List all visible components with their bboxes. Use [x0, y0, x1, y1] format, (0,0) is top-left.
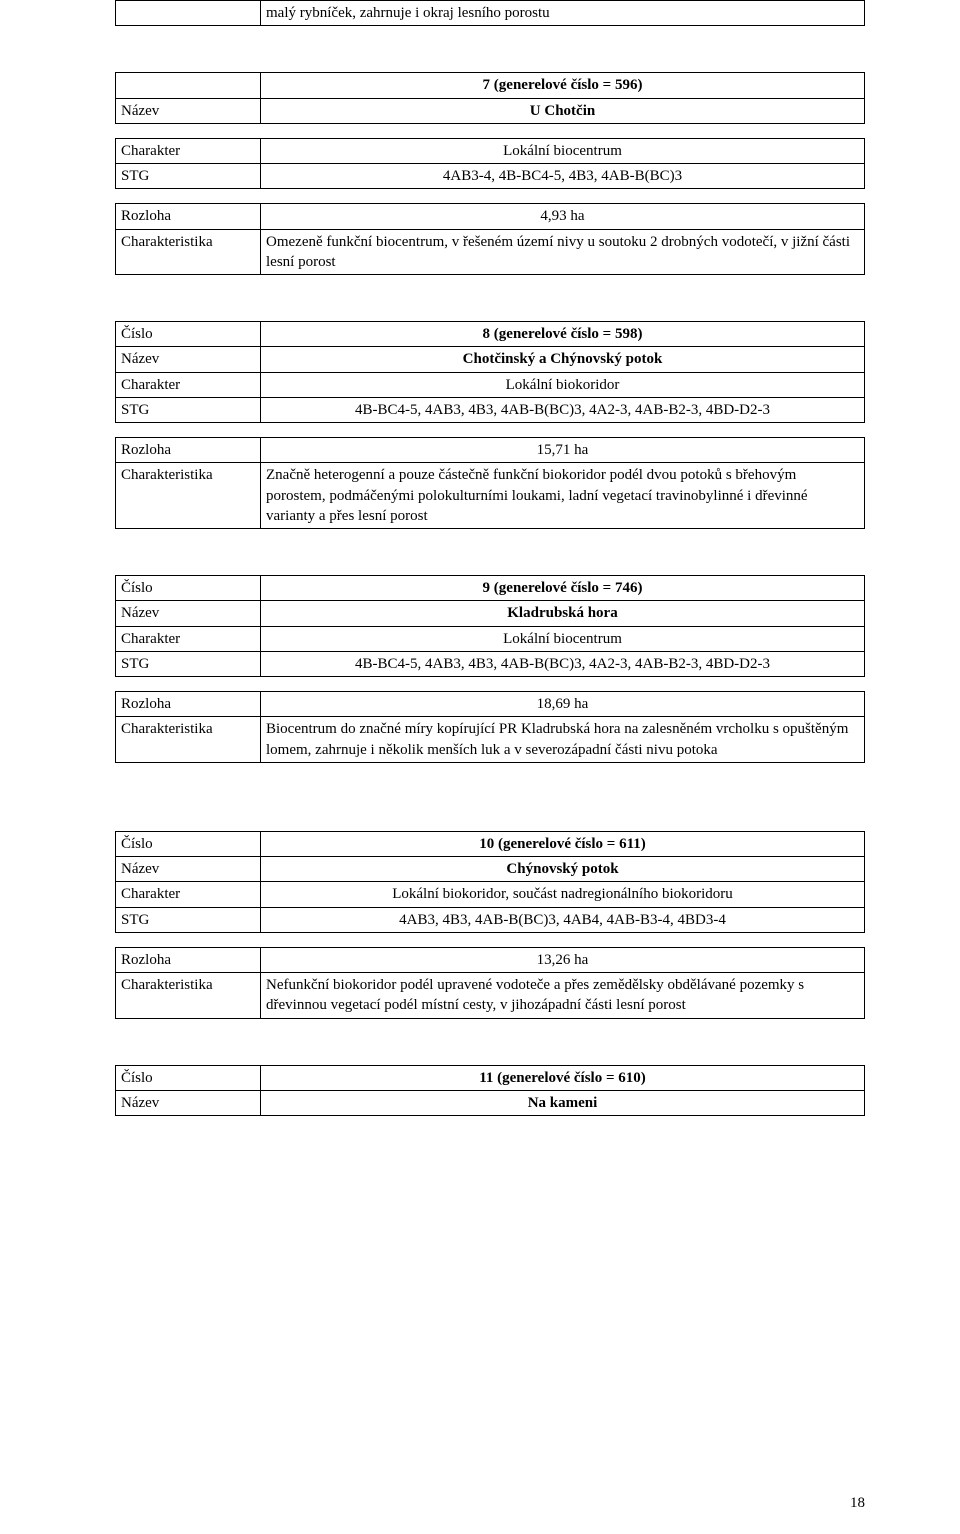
block8-cislo-label: Číslo	[116, 322, 261, 347]
block8-naz-value: Chotčinský a Chýnovský potok	[261, 347, 865, 372]
block10-chk-value: Nefunkční biokoridor podél upravené vodo…	[261, 973, 865, 1019]
intro-col2: malý rybníček, zahrnuje i okraj lesního …	[261, 1, 865, 26]
block8-roz-label: Rozloha	[116, 438, 261, 463]
page-number: 18	[850, 1495, 865, 1512]
block8-bot: Rozloha 15,71 ha Charakteristika Značně …	[115, 437, 865, 529]
block10-bot: Rozloha 13,26 ha Charakteristika Nefunkč…	[115, 947, 865, 1019]
block10-naz-value: Chýnovský potok	[261, 857, 865, 882]
block11-naz-value: Na kameni	[261, 1090, 865, 1115]
block9-roz-label: Rozloha	[116, 692, 261, 717]
block9-naz-value: Kladrubská hora	[261, 601, 865, 626]
block11-cislo-value: 11 (generelové číslo = 610)	[261, 1065, 865, 1090]
block11-naz-label: Název	[116, 1090, 261, 1115]
block10-naz-label: Název	[116, 857, 261, 882]
block9-cislo-label: Číslo	[116, 576, 261, 601]
block8-char-value: Lokální biokoridor	[261, 372, 865, 397]
block10-top: Číslo 10 (generelové číslo = 611) Název …	[115, 831, 865, 933]
block7-roz-value: 4,93 ha	[261, 204, 865, 229]
block10-roz-label: Rozloha	[116, 947, 261, 972]
block11-cislo-label: Číslo	[116, 1065, 261, 1090]
block8-naz-label: Název	[116, 347, 261, 372]
block8-stg-label: STG	[116, 397, 261, 422]
block7-roz-label: Rozloha	[116, 204, 261, 229]
block7-mid: Charakter Lokální biocentrum STG 4AB3-4,…	[115, 138, 865, 190]
block9-cislo-value: 9 (generelové číslo = 746)	[261, 576, 865, 601]
block10-char-label: Charakter	[116, 882, 261, 907]
block8-chk-label: Charakteristika	[116, 463, 261, 529]
block10-cislo-label: Číslo	[116, 831, 261, 856]
block7-top-num: 7 (generelové číslo = 596)	[261, 73, 865, 98]
block7-nazev-value: U Chotčin	[261, 98, 865, 123]
block9-char-value: Lokální biocentrum	[261, 626, 865, 651]
block9-chk-value: Biocentrum do značné míry kopírující PR …	[261, 717, 865, 763]
block10-roz-value: 13,26 ha	[261, 947, 865, 972]
block10-stg-value: 4AB3, 4B3, 4AB-B(BC)3, 4AB4, 4AB-B3-4, 4…	[261, 907, 865, 932]
block8-roz-value: 15,71 ha	[261, 438, 865, 463]
block10-char-value: Lokální biokoridor, součást nadregionáln…	[261, 882, 865, 907]
block9-roz-value: 18,69 ha	[261, 692, 865, 717]
block10-cislo-value: 10 (generelové číslo = 611)	[261, 831, 865, 856]
block7-top: 7 (generelové číslo = 596) Název U Chotč…	[115, 72, 865, 124]
block7-nazev-label: Název	[116, 98, 261, 123]
block7-stg-label: STG	[116, 164, 261, 189]
block9-stg-label: STG	[116, 651, 261, 676]
intro-table: malý rybníček, zahrnuje i okraj lesního …	[115, 0, 865, 26]
block9-chk-label: Charakteristika	[116, 717, 261, 763]
block8-top: Číslo 8 (generelové číslo = 598) Název C…	[115, 321, 865, 423]
block7-chk-label: Charakteristika	[116, 229, 261, 275]
block9-top: Číslo 9 (generelové číslo = 746) Název K…	[115, 575, 865, 677]
intro-col1	[116, 1, 261, 26]
block11: Číslo 11 (generelové číslo = 610) Název …	[115, 1065, 865, 1117]
block8-stg-value: 4B-BC4-5, 4AB3, 4B3, 4AB-B(BC)3, 4A2-3, …	[261, 397, 865, 422]
block7-char-value: Lokální biocentrum	[261, 138, 865, 163]
block7-chk-value: Omezeně funkční biocentrum, v řešeném úz…	[261, 229, 865, 275]
block10-chk-label: Charakteristika	[116, 973, 261, 1019]
block9-stg-value: 4B-BC4-5, 4AB3, 4B3, 4AB-B(BC)3, 4A2-3, …	[261, 651, 865, 676]
block9-char-label: Charakter	[116, 626, 261, 651]
block8-chk-value: Značně heterogenní a pouze částečně funk…	[261, 463, 865, 529]
block9-naz-label: Název	[116, 601, 261, 626]
block7-bot: Rozloha 4,93 ha Charakteristika Omezeně …	[115, 203, 865, 275]
block10-stg-label: STG	[116, 907, 261, 932]
block7-char-label: Charakter	[116, 138, 261, 163]
block9-bot: Rozloha 18,69 ha Charakteristika Biocent…	[115, 691, 865, 763]
block8-cislo-value: 8 (generelové číslo = 598)	[261, 322, 865, 347]
block7-top-empty	[116, 73, 261, 98]
block7-stg-value: 4AB3-4, 4B-BC4-5, 4B3, 4AB-B(BC)3	[261, 164, 865, 189]
block8-char-label: Charakter	[116, 372, 261, 397]
